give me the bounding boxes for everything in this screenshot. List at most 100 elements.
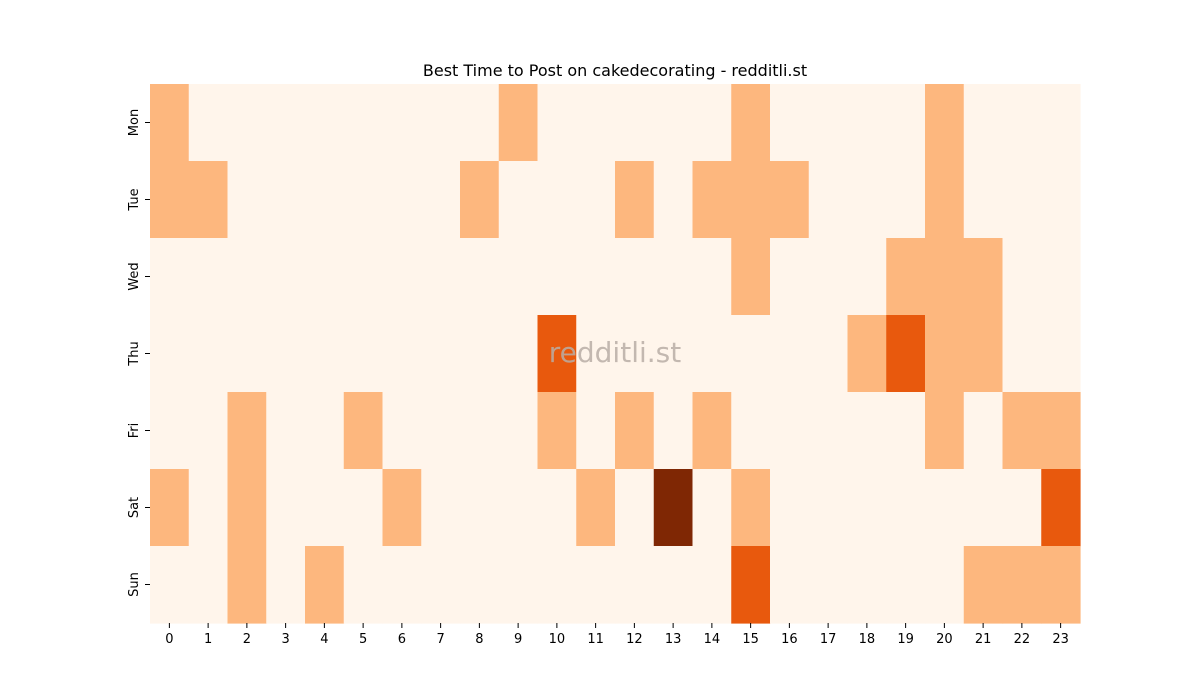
heatmap-cell-mon-16	[770, 84, 810, 162]
heatmap-cell-tue-11	[576, 161, 616, 239]
heatmap-cell-wed-15	[731, 238, 771, 316]
heatmap-cell-fri-1	[188, 392, 229, 470]
heatmap-cell-mon-1	[188, 84, 229, 162]
x-tick-label: 16	[781, 632, 798, 647]
heatmap-cell-fri-7	[421, 392, 461, 470]
heatmap-cell-fri-22	[1002, 392, 1042, 470]
heatmap-cell-mon-22	[1002, 84, 1042, 162]
x-tick-label: 22	[1014, 632, 1031, 647]
heatmap-cell-mon-12	[615, 84, 655, 162]
heatmap-cell-wed-10	[537, 238, 577, 316]
heatmap-cell-tue-18	[847, 161, 887, 239]
heatmap-cell-wed-9	[498, 238, 539, 316]
heatmap-cell-wed-11	[576, 238, 616, 316]
heatmap-cell-sat-8	[460, 469, 500, 547]
heatmap-cell-wed-14	[692, 238, 732, 316]
heatmap-cell-mon-8	[460, 84, 500, 162]
heatmap-cell-sun-9	[498, 546, 539, 624]
heatmap-cell-sun-4	[305, 546, 345, 624]
heatmap-cell-wed-8	[460, 238, 500, 316]
heatmap-cell-sat-13	[653, 469, 694, 547]
heatmap-cell-sun-20	[925, 546, 965, 624]
heatmap-cell-sat-7	[421, 469, 461, 547]
heatmap-cell-sun-14	[692, 546, 732, 624]
y-tick-label: Sun	[127, 572, 142, 597]
x-tick-label: 11	[587, 632, 604, 647]
heatmap-cell-mon-4	[305, 84, 345, 162]
y-tick-label: Fri	[127, 423, 142, 439]
heatmap-cell-thu-1	[188, 315, 229, 393]
heatmap-cell-tue-21	[963, 161, 1004, 239]
heatmap-cell-sun-11	[576, 546, 616, 624]
heatmap-cell-thu-21	[963, 315, 1004, 393]
heatmap-cell-sat-9	[498, 469, 539, 547]
heatmap-cell-tue-0	[150, 161, 190, 239]
heatmap-cell-sun-3	[266, 546, 306, 624]
heatmap-cell-thu-16	[770, 315, 810, 393]
heatmap-cell-tue-9	[498, 161, 539, 239]
heatmap-cell-wed-5	[343, 238, 384, 316]
watermark: redditli.st	[549, 336, 681, 369]
x-tick-label: 21	[975, 632, 992, 647]
y-tick-label: Thu	[127, 341, 142, 366]
heatmap-cell-wed-3	[266, 238, 306, 316]
heatmap-cell-sat-4	[305, 469, 345, 547]
heatmap-cell-fri-16	[770, 392, 810, 470]
heatmap-cell-tue-15	[731, 161, 771, 239]
heatmap-cell-sun-0	[150, 546, 190, 624]
heatmap-cell-tue-7	[421, 161, 461, 239]
heatmap-cell-tue-16	[770, 161, 810, 239]
x-tick-label: 2	[243, 632, 251, 647]
x-tick-label: 23	[1052, 632, 1069, 647]
heatmap-cell-sun-22	[1002, 546, 1042, 624]
heatmap-cell-mon-2	[227, 84, 267, 162]
heatmap-cell-mon-20	[925, 84, 965, 162]
heatmap-cell-wed-17	[808, 238, 849, 316]
x-tick-label: 1	[204, 632, 212, 647]
heatmap-cell-sun-17	[808, 546, 849, 624]
heatmap-cell-sat-10	[537, 469, 577, 547]
heatmap-cell-wed-13	[653, 238, 694, 316]
heatmap-cell-tue-23	[1041, 161, 1081, 239]
heatmap-cell-thu-13	[653, 315, 694, 393]
heatmap-cell-tue-2	[227, 161, 267, 239]
heatmap-cell-fri-5	[343, 392, 384, 470]
heatmap-cell-mon-19	[886, 84, 926, 162]
heatmap-cell-sun-1	[188, 546, 229, 624]
heatmap-cell-sat-15	[731, 469, 771, 547]
heatmap-cell-thu-18	[847, 315, 887, 393]
heatmap-cell-mon-9	[498, 84, 539, 162]
heatmap-cell-thu-17	[808, 315, 849, 393]
y-tick-label: Mon	[127, 109, 142, 136]
heatmap-cell-sat-17	[808, 469, 849, 547]
heatmap-cell-fri-8	[460, 392, 500, 470]
heatmap-cell-sat-12	[615, 469, 655, 547]
heatmap-cell-tue-17	[808, 161, 849, 239]
heatmap-cell-sun-19	[886, 546, 926, 624]
heatmap-cell-mon-3	[266, 84, 306, 162]
y-axis: Mon Tue Wed Thu Fri Sat Sun	[127, 109, 150, 597]
heatmap-cells	[150, 84, 1081, 624]
heatmap-cell-mon-13	[653, 84, 694, 162]
heatmap-cell-thu-20	[925, 315, 965, 393]
x-tick-label: 3	[281, 632, 289, 647]
heatmap-cell-mon-21	[963, 84, 1004, 162]
x-tick-label: 12	[626, 632, 643, 647]
heatmap-cell-sat-3	[266, 469, 306, 547]
x-axis: 0 1 2 3 4 5 6 7 8 9 10 11 12 13 14 15 16 17 18 19 20 21 22 23	[165, 623, 1069, 647]
heatmap-cell-wed-4	[305, 238, 345, 316]
heatmap-cell-thu-9	[498, 315, 539, 393]
heatmap-cell-fri-23	[1041, 392, 1081, 470]
heatmap-cell-wed-2	[227, 238, 267, 316]
heatmap-cell-thu-4	[305, 315, 345, 393]
heatmap-cell-sat-1	[188, 469, 229, 547]
heatmap-cell-tue-5	[343, 161, 384, 239]
heatmap-cell-sun-21	[963, 546, 1004, 624]
x-tick-label: 7	[436, 632, 444, 647]
heatmap-cell-thu-7	[421, 315, 461, 393]
heatmap-cell-sun-6	[382, 546, 422, 624]
heatmap-cell-fri-2	[227, 392, 267, 470]
heatmap-cell-fri-15	[731, 392, 771, 470]
heatmap-cell-tue-13	[653, 161, 694, 239]
